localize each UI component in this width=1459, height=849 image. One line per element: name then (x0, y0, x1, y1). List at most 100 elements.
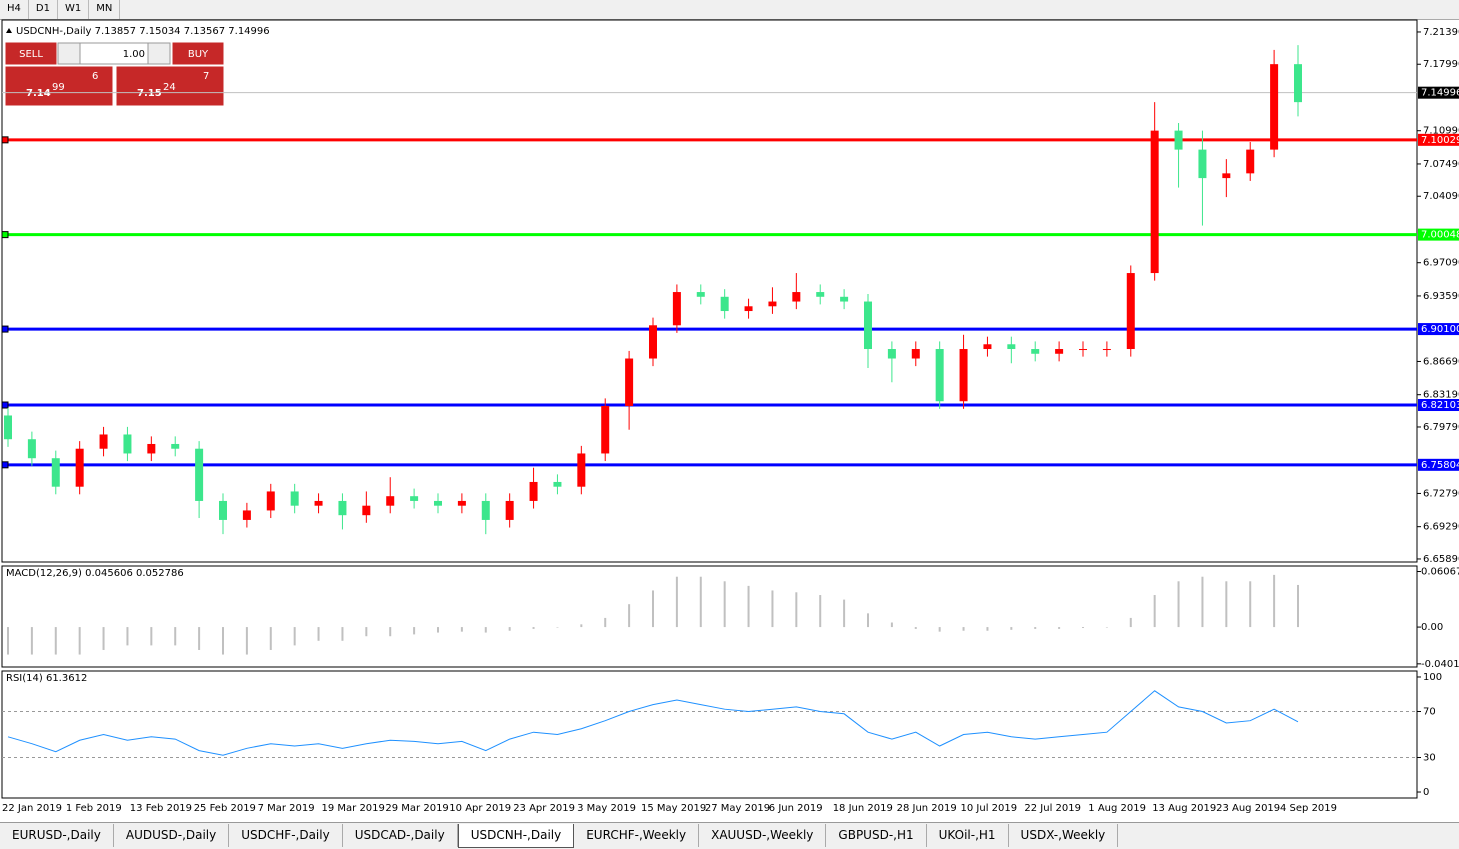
macd-bar (843, 599, 846, 628)
tab[interactable]: AUDUSD-,Daily (114, 824, 230, 847)
candle-body (410, 496, 419, 501)
level-label-box (1418, 133, 1459, 146)
candle-body (219, 500, 227, 520)
candle-body (744, 306, 753, 312)
candle-body (625, 358, 634, 406)
candle-body (1198, 149, 1207, 179)
candle-body (1150, 130, 1159, 274)
level-label: 6.82103 (1421, 400, 1459, 411)
candle-body (123, 434, 132, 454)
candle-body (1079, 349, 1087, 351)
macd-bar (890, 622, 893, 628)
macd-bar (293, 627, 296, 646)
sell-button[interactable] (4, 41, 58, 66)
macd-bar (78, 627, 81, 655)
candle-body (505, 500, 514, 520)
timeframe[interactable]: MN (89, 0, 121, 19)
candle-body (792, 292, 801, 302)
candle-body (720, 296, 729, 312)
macd-bar (819, 595, 822, 628)
macd-bar (460, 627, 463, 632)
y-tick-label: 0.060674 (1421, 567, 1459, 578)
macd-bar (150, 627, 153, 646)
timeframe[interactable]: W1 (58, 0, 90, 19)
candle-body (338, 500, 347, 516)
timeframe[interactable]: H4 (0, 0, 29, 19)
candle-body (816, 292, 825, 297)
tab[interactable]: GBPUSD-,H1 (826, 824, 927, 847)
collapse-icon[interactable] (6, 28, 12, 33)
candle-body (649, 325, 657, 359)
price-plot (1, 19, 1418, 563)
macd-bar (580, 624, 583, 628)
macd-bar (1225, 581, 1228, 628)
macd-bar (699, 576, 702, 628)
candle-body (1270, 64, 1279, 150)
macd-bar (914, 627, 917, 629)
buy-label: BUY (188, 49, 209, 60)
level-label-box (1418, 399, 1459, 412)
current-price-box (1418, 86, 1459, 99)
x-tick-label: 3 May 2019 (577, 803, 636, 814)
candle-body (195, 448, 204, 501)
candle-body (1294, 64, 1302, 103)
macd-bar (1273, 574, 1276, 628)
level-label-box (1418, 458, 1459, 471)
tab[interactable]: UKOil-,H1 (927, 824, 1009, 847)
lot-down[interactable] (57, 42, 81, 65)
candle-body (314, 500, 323, 506)
tab[interactable]: USDCNH-,Daily (457, 824, 575, 848)
macd-bar (30, 627, 33, 655)
macd-bar (54, 627, 57, 655)
level-marker (1, 325, 9, 333)
x-tick-label: 18 Jun 2019 (833, 803, 893, 814)
tab[interactable]: XAUUSD-,Weekly (699, 824, 827, 847)
macd-bar (604, 617, 607, 628)
sell-label: SELL (19, 49, 43, 60)
x-tick-label: 23 Aug 2019 (1216, 803, 1280, 814)
x-tick-label: 13 Aug 2019 (1152, 803, 1216, 814)
timeframe[interactable]: D1 (29, 0, 58, 19)
macd-bar (1129, 617, 1132, 628)
level-label: 7.10029 (1421, 135, 1459, 146)
buy-button[interactable] (171, 41, 225, 66)
x-tick-label: 4 Sep 2019 (1280, 803, 1337, 814)
macd-bar (938, 627, 941, 632)
x-tick-label: 29 Mar 2019 (385, 803, 448, 814)
tab[interactable]: USDCHF-,Daily (229, 824, 343, 847)
level-label: 7.00048 (1421, 230, 1459, 241)
sell-price[interactable] (4, 65, 114, 107)
tab[interactable]: EURUSD-,Daily (0, 824, 114, 847)
macd-bar (532, 627, 535, 629)
macd-bar (747, 585, 750, 628)
macd-bar (1201, 576, 1204, 628)
y-tick-label: 6.65890 (1423, 554, 1459, 565)
tab[interactable]: USDCAD-,Daily (343, 824, 458, 847)
macd-bar (556, 627, 559, 628)
macd-bar (1297, 584, 1299, 628)
candle-body (1174, 130, 1183, 150)
macd-bar (986, 627, 989, 631)
rsi-line (7, 690, 1299, 756)
macd-bar (771, 590, 774, 628)
macd-bar (413, 627, 416, 635)
candle-body (601, 405, 610, 454)
candle-body (864, 301, 872, 350)
macd-bar (269, 627, 272, 650)
candle-body (577, 453, 586, 487)
y-tick-label: 6.97090 (1423, 258, 1459, 269)
y-tick-label: 0.00 (1421, 622, 1443, 633)
tab[interactable]: EURCHF-,Weekly (574, 824, 700, 847)
macd-bar (317, 627, 320, 641)
macd-bar (1034, 627, 1037, 629)
lot-value: 1.00 (123, 49, 145, 60)
macd-bar (675, 576, 678, 628)
ohlc: 7.14996 (228, 26, 269, 37)
buy-price[interactable] (115, 65, 225, 107)
lot-up[interactable] (147, 42, 171, 65)
macd-bar (628, 604, 631, 628)
current-price-label: 7.14996 (1421, 88, 1459, 99)
x-tick-label: 25 Feb 2019 (194, 803, 256, 814)
tab[interactable]: USDX-,Weekly (1009, 824, 1119, 847)
